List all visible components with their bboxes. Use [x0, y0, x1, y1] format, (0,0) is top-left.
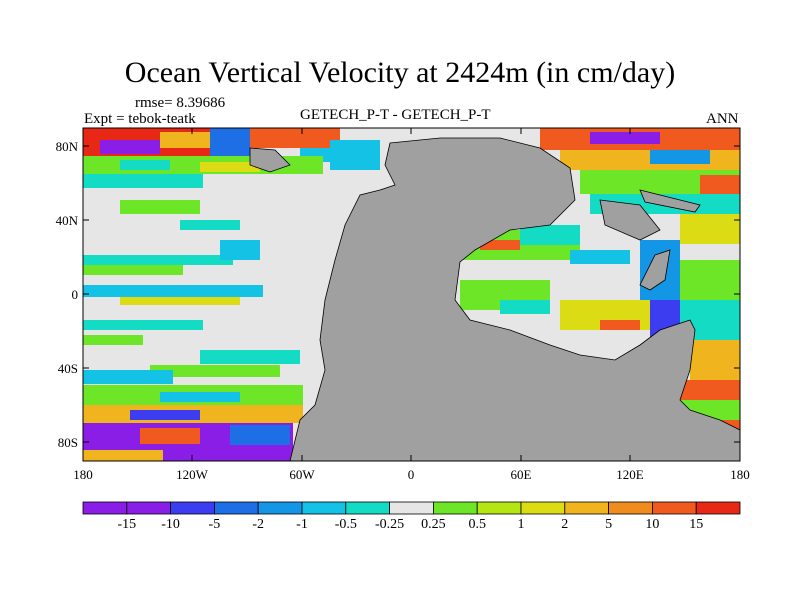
colorbar-box	[564, 501, 609, 515]
lat-label-0: 0	[71, 287, 79, 302]
colorbar-box	[608, 501, 653, 515]
colorbar-box	[476, 501, 522, 515]
land-masses	[249, 137, 740, 461]
continent-america-africa	[289, 137, 740, 461]
colorbar-label: -15	[117, 517, 137, 532]
lon-label-180w: 180	[73, 467, 93, 482]
lat-label-80n: 80N	[55, 139, 78, 154]
lat-label-40s: 40S	[57, 361, 78, 376]
lon-label-180e: 180	[730, 467, 750, 482]
colorbar-box	[82, 501, 128, 515]
colorbar-box	[345, 501, 390, 515]
lon-label-60w: 60W	[289, 467, 315, 482]
colorbar-box	[301, 501, 347, 515]
colorbar-label: 0.25	[421, 517, 446, 532]
colorbar-label: -10	[161, 517, 180, 532]
colorbar-box	[652, 501, 697, 515]
island-north	[249, 147, 291, 173]
colorbar-box	[695, 501, 741, 515]
colorbar-box	[170, 501, 215, 515]
colorbar-label: 1	[517, 517, 525, 532]
colorbar-label: -0.5	[334, 517, 357, 532]
colorbar-box	[389, 501, 434, 515]
lon-label-60e: 60E	[510, 467, 532, 482]
colorbar	[82, 501, 741, 515]
experiment-label: Expt = tebok-teatk	[84, 111, 196, 127]
rmse-label: rmse= 8.39686	[135, 95, 226, 111]
colorbar-label: -2	[252, 517, 265, 532]
lon-label-120e: 120E	[616, 467, 644, 482]
island-central-east	[639, 249, 671, 291]
colorbar-label: 10	[645, 517, 660, 532]
lat-label-80s: 80S	[57, 435, 78, 450]
lon-label-120w: 120W	[176, 467, 208, 482]
colorbar-label: 2	[561, 517, 569, 532]
colorbar-box	[126, 501, 172, 515]
tick-marks	[82, 128, 741, 461]
island-ne	[639, 189, 701, 213]
colorbar-label: 0.5	[468, 517, 486, 532]
island-east	[599, 199, 661, 241]
colorbar-box	[520, 501, 566, 515]
figure-title: Ocean Vertical Velocity at 2424m (in cm/…	[124, 56, 676, 89]
lon-label-0: 0	[407, 467, 415, 482]
colorbar-label: -0.25	[375, 517, 405, 532]
lat-label-40n: 40N	[55, 213, 78, 228]
colorbar-label: 15	[689, 517, 704, 532]
colorbar-label: -1	[296, 517, 308, 532]
colorbar-box	[257, 501, 303, 515]
colorbar-box	[432, 501, 478, 515]
colorbar-label: 5	[605, 517, 613, 532]
colorbar-box	[213, 501, 259, 515]
season-label: ANN	[706, 111, 739, 127]
colorbar-label: -5	[208, 517, 221, 532]
subtitle-label: GETECH_P-T - GETECH_P-T	[300, 107, 491, 123]
